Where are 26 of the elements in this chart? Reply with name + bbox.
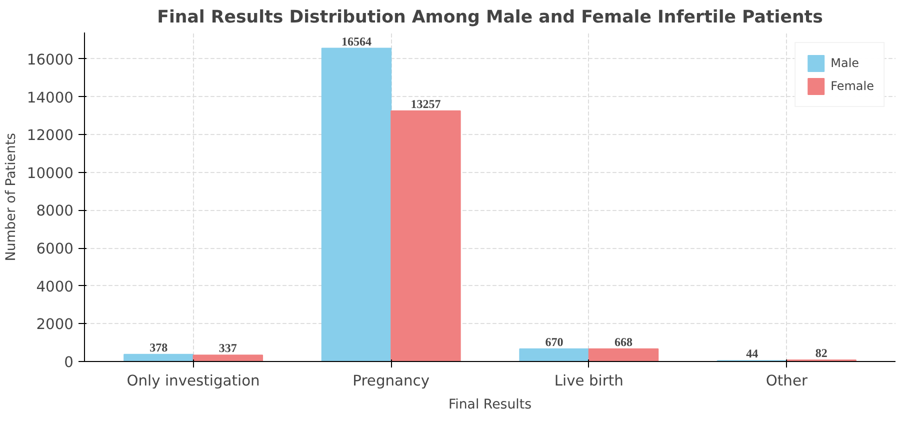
data-label: 337 xyxy=(218,341,237,356)
data-label: 44 xyxy=(746,346,758,361)
data-label: 16564 xyxy=(341,34,372,48)
data-label: 13257 xyxy=(410,96,441,111)
x-tick-label: Only investigation xyxy=(126,372,260,390)
y-tick-label: 8000 xyxy=(36,202,74,220)
data-label: 670 xyxy=(545,334,564,349)
y-tick-label: 10000 xyxy=(26,164,74,182)
x-tick-label: Live birth xyxy=(554,372,624,390)
y-tick-label: 2000 xyxy=(36,316,74,334)
y-tick-label: 4000 xyxy=(36,278,74,296)
data-label: 668 xyxy=(614,334,633,349)
y-tick-label: 14000 xyxy=(26,89,74,106)
y-tick-label: 16000 xyxy=(26,51,74,68)
data-label: 82 xyxy=(815,346,828,360)
x-tick-label: Other xyxy=(766,372,808,390)
data-label: 378 xyxy=(150,340,168,354)
x-tick-label: Pregnancy xyxy=(352,372,430,390)
chart-title: Final Results Distribution Among Male and Female Infertile Patients xyxy=(157,8,823,28)
legend-label: Female xyxy=(830,79,874,93)
y-axis-title: Number of Patients xyxy=(4,132,19,262)
y-tick-label: 12000 xyxy=(26,127,74,144)
x-axis-title: Final Results xyxy=(448,398,532,412)
y-tick-label: 6000 xyxy=(36,240,74,258)
legend-label: Male xyxy=(830,56,860,70)
y-tick-label: 0 xyxy=(64,354,74,371)
